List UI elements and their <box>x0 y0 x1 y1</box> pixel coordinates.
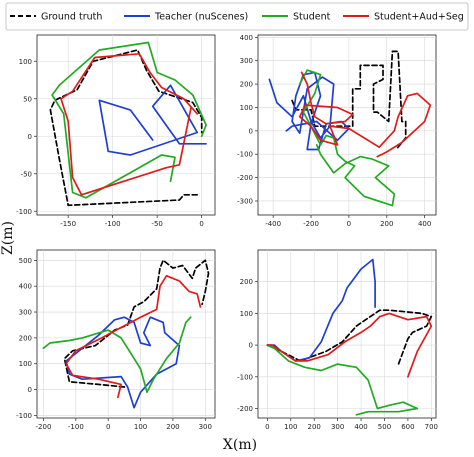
x-tick-label: -100 <box>105 220 121 228</box>
x-tick-label: 200 <box>166 423 179 431</box>
x-tick-label: 0 <box>347 220 351 228</box>
y-tick-label: 100 <box>19 360 32 368</box>
x-tick-label: -400 <box>265 220 281 228</box>
x-tick-label: -50 <box>151 220 162 228</box>
y-tick-label: -50 <box>21 170 32 178</box>
x-tick-label: 700 <box>425 423 438 431</box>
y-tick-label: -200 <box>237 405 253 413</box>
x-tick-label: 0 <box>106 423 110 431</box>
plot-frame <box>36 34 216 216</box>
plot-frame <box>257 249 437 419</box>
y-tick-label: -100 <box>16 208 32 216</box>
y-tick-label: -100 <box>237 373 253 381</box>
series-line-ground-truth <box>49 49 203 207</box>
y-tick-label: 100 <box>19 58 32 66</box>
legend: Ground truth Teacher (nuScenes) Student Stu… <box>5 2 469 31</box>
y-tick-label: 500 <box>19 257 32 265</box>
x-tick-label: 200 <box>308 423 321 431</box>
y-tick-label: -200 <box>237 174 253 182</box>
y-tick-label: -300 <box>237 197 253 205</box>
plot-frame <box>36 249 216 419</box>
y-tick-label: -100 <box>16 412 32 420</box>
series-line-student-aud-seg <box>298 71 432 158</box>
panel-top-left: -150 -100 -50 0 -100 -50 0 50 100 <box>16 34 216 228</box>
y-tick-label: 300 <box>240 57 253 65</box>
legend-box <box>5 2 469 31</box>
x-tick-label: 300 <box>331 423 344 431</box>
x-tick-label: 500 <box>378 423 391 431</box>
series-line-teacher-nuscenes <box>268 71 350 151</box>
legend-label: Ground truth <box>41 12 102 23</box>
x-tick-label: 200 <box>380 220 393 228</box>
legend-label: Teacher (nuScenes) <box>154 12 248 23</box>
x-axis-label: X(m) <box>223 437 257 453</box>
x-tick-label: 300 <box>199 423 212 431</box>
series-line-student <box>266 344 419 416</box>
y-tick-label: 0 <box>28 133 32 141</box>
plot-frame <box>257 34 437 216</box>
y-tick-label: 400 <box>240 34 253 42</box>
x-tick-label: -200 <box>303 220 319 228</box>
x-tick-label: 100 <box>134 423 147 431</box>
panel-bottom-right: 0 100 200 300 400 500 600 700 -200 -100 0 100 200 <box>237 249 438 431</box>
x-tick-label: 100 <box>284 423 297 431</box>
x-tick-label: 600 <box>401 423 414 431</box>
x-tick-label: 400 <box>418 220 431 228</box>
y-tick-label: 300 <box>19 309 32 317</box>
y-tick-label: 400 <box>19 283 32 291</box>
y-tick-label: 200 <box>19 334 32 342</box>
series-line-teacher-nuscenes <box>98 84 207 156</box>
x-tick-label: 0 <box>199 220 203 228</box>
series-line-student <box>298 69 396 207</box>
series-line-ground-truth <box>63 259 210 388</box>
y-tick-label: 0 <box>28 386 32 394</box>
panel-top-right: -400 -200 0 200 400 -300 -200 -100 0 100 200 300 400 <box>237 34 437 228</box>
y-tick-label: 0 <box>249 127 253 135</box>
y-tick-label: -100 <box>237 151 253 159</box>
x-tick-label: 0 <box>265 423 269 431</box>
legend-label: Student+Aud+Seg <box>374 12 464 23</box>
panel-bottom-left: -200 -100 0 100 200 300 -100 0 100 200 300 400 500 <box>16 249 216 431</box>
x-tick-label: -150 <box>60 220 76 228</box>
y-axis-label: Z(m) <box>0 221 16 255</box>
x-tick-label: -200 <box>36 423 52 431</box>
series-line-student-aud-seg <box>60 52 199 196</box>
series-line-student <box>42 316 192 394</box>
y-tick-label: 200 <box>240 81 253 89</box>
series-line-student-aud-seg <box>65 274 202 399</box>
y-tick-label: 100 <box>240 104 253 112</box>
series-line-student <box>51 41 207 199</box>
y-tick-label: 0 <box>249 342 253 350</box>
series-line-ground-truth <box>266 309 433 365</box>
x-tick-label: 400 <box>354 423 367 431</box>
series-line-student-aud-seg <box>266 312 433 378</box>
y-tick-label: 100 <box>240 310 253 318</box>
y-tick-label: 200 <box>240 278 253 286</box>
legend-label: Student <box>293 12 331 23</box>
x-tick-label: -100 <box>68 423 84 431</box>
y-tick-label: 50 <box>23 95 32 103</box>
